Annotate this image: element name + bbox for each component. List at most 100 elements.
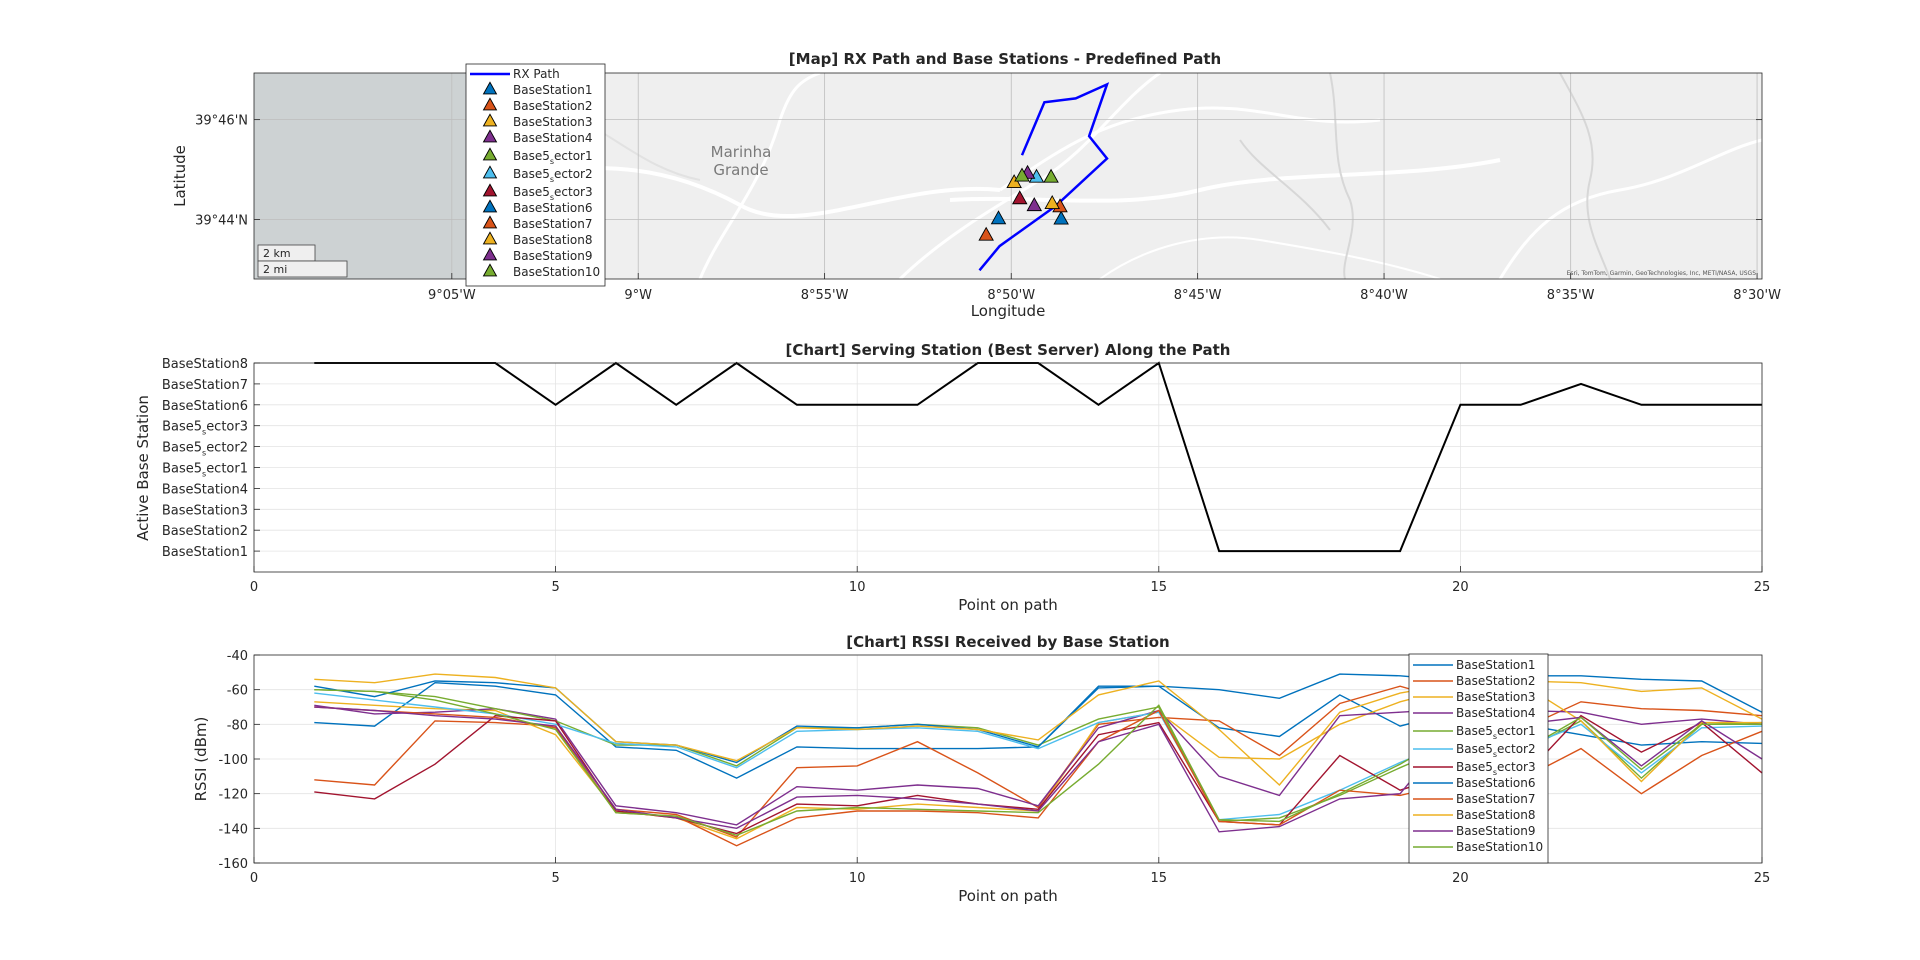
rssi-legend-label: Base5sector2: [1456, 742, 1536, 759]
base-station-marker: [1011, 190, 1028, 205]
rssi-legend-label: BaseStation7: [1456, 792, 1536, 806]
map-panel: [Map] RX Path and Base Stations - Predef…: [171, 50, 1781, 320]
map-xtick-label: 8°50'W: [987, 288, 1035, 303]
base-station-marker: [1043, 168, 1059, 183]
c1-xtick-label: 20: [1452, 580, 1469, 595]
rssi-legend: BaseStation1 BaseStation2 BaseStation3 Base…: [1408, 653, 1549, 864]
map-xtick-label: 8°55'W: [801, 288, 849, 303]
legend-triangle-swatch: [482, 113, 498, 127]
rssi-chart: [Chart] RSSI Received by Base Station 0 5…: [192, 633, 1770, 905]
base-station-marker: [978, 226, 994, 241]
legend-entry-label: BaseStation7: [513, 217, 593, 231]
map-city-label-line2: Grande: [713, 161, 768, 179]
rssi-legend-box: [1408, 653, 1549, 864]
legend-entry-label: BaseStation3: [513, 115, 593, 129]
base-station-marker: [1014, 167, 1030, 182]
c2-xtick-label: 20: [1452, 871, 1469, 886]
map-xtick-label: 8°45'W: [1174, 288, 1222, 303]
base-station-marker: [990, 210, 1007, 225]
legend-entry-label: BaseStation2: [513, 99, 593, 113]
map-tick-labels: 9°05'W 9°W 8°55'W 8°50'W 8°45'W 8°40'W 8°35'W 8…: [195, 114, 1781, 303]
c2-xtick-label: 25: [1754, 871, 1771, 886]
chart2-ylabel: RSSI (dBm): [192, 717, 210, 802]
map-xtick-label: 9°W: [624, 288, 652, 303]
legend-triangle-swatch: [482, 81, 498, 95]
rssi-legend-label: BaseStation10: [1456, 840, 1543, 854]
map-title: [Map] RX Path and Base Stations - Predef…: [789, 50, 1221, 68]
legend-entry-label: Base5sector2: [513, 167, 593, 184]
rssi-legend-label: BaseStation6: [1456, 776, 1536, 790]
rx-path-line: [978, 82, 1110, 272]
rssi-legend-label: Base5sector3: [1456, 760, 1536, 777]
scale-km-label: 2 km: [263, 247, 291, 260]
legend-entry-label: BaseStation4: [513, 131, 593, 145]
chart2-tick-labels: 0 5 10 15 20 25 -160 -140 -120 -100 -80 -60 -40: [218, 649, 1770, 886]
c1-ytick-label: BaseStation4: [162, 482, 248, 497]
map-xtick-label: 9°05'W: [428, 288, 476, 303]
legend-entry-label: BaseStation9: [513, 249, 593, 263]
c1-ytick-label: BaseStation8: [162, 357, 248, 372]
serving-station-chart: [Chart] Serving Station (Best Server) Al…: [134, 341, 1770, 614]
map-xtick-label: 8°40'W: [1360, 288, 1408, 303]
legend-entry-label: BaseStation10: [513, 265, 600, 279]
scale-mi-label: 2 mi: [263, 263, 287, 276]
c2-xtick-label: 0: [250, 871, 258, 886]
chart1-title: [Chart] Serving Station (Best Server) Al…: [786, 341, 1231, 359]
c2-ytick-label: -140: [218, 822, 248, 837]
rssi-legend-label: BaseStation8: [1456, 808, 1536, 822]
legend-triangle-swatch: [482, 183, 498, 197]
c1-xtick-label: 0: [250, 580, 258, 595]
legend-entry-label: RX Path: [513, 67, 560, 81]
c2-ytick-label: -40: [227, 649, 248, 664]
map-city-label-line1: Marinha: [711, 143, 772, 161]
c1-ytick-label: Base5sector2: [162, 441, 248, 458]
legend-triangle-swatch: [482, 165, 498, 179]
map-attribution: Esri, TomTom, Garmin, GeoTechnologies, I…: [1567, 270, 1757, 277]
rssi-legend-label: BaseStation4: [1456, 706, 1536, 720]
scale-bar: 2 km 2 mi: [257, 244, 348, 278]
base-station-markers: [978, 164, 1069, 241]
c1-ytick-label: BaseStation6: [162, 399, 248, 414]
legend-entry-label: Base5sector1: [513, 149, 593, 166]
chart1-xlabel: Point on path: [958, 596, 1058, 614]
legend-entry-label: BaseStation6: [513, 201, 593, 215]
map-xtick-label: 8°30'W: [1733, 288, 1781, 303]
map-ylabel: Latitude: [171, 145, 189, 207]
map-ytick-label: 39°44'N: [195, 214, 248, 229]
map-ytick-label: 39°46'N: [195, 114, 248, 129]
chart2-title: [Chart] RSSI Received by Base Station: [846, 633, 1169, 651]
map-xtick-label: 8°35'W: [1547, 288, 1595, 303]
c1-ytick-label: BaseStation3: [162, 503, 248, 518]
rssi-legend-label: BaseStation9: [1456, 824, 1536, 838]
base-station-marker: [1053, 210, 1069, 225]
c1-ytick-label: BaseStation2: [162, 524, 248, 539]
legend-triangle-swatch: [482, 147, 498, 161]
c2-ytick-label: -120: [218, 788, 248, 803]
c2-ytick-label: -160: [218, 857, 248, 872]
legend-entry-label: Base5sector3: [513, 185, 593, 202]
rssi-legend-label: Base5sector1: [1456, 724, 1536, 741]
c2-ytick-label: -60: [227, 684, 248, 699]
legend-entry-label: BaseStation1: [513, 83, 593, 97]
c2-xtick-label: 10: [849, 871, 866, 886]
c1-ytick-label: BaseStation1: [162, 545, 248, 560]
c1-xtick-label: 5: [551, 580, 559, 595]
rssi-legend-label: BaseStation2: [1456, 674, 1536, 688]
base-station-marker: [1026, 197, 1043, 212]
c2-xtick-label: 5: [551, 871, 559, 886]
map-frame: [253, 72, 1763, 280]
legend-entry-label: BaseStation8: [513, 233, 593, 247]
c2-xtick-label: 15: [1151, 871, 1168, 886]
legend-triangle-swatch: [482, 263, 498, 277]
c1-ytick-label: BaseStation7: [162, 378, 248, 393]
rssi-legend-label: BaseStation1: [1456, 658, 1536, 672]
c1-xtick-label: 10: [849, 580, 866, 595]
chart2-xlabel: Point on path: [958, 887, 1058, 905]
base-station-marker: [1044, 195, 1060, 209]
rssi-legend-label: BaseStation3: [1456, 690, 1536, 704]
chart1-ylabel: Active Base Station: [134, 395, 152, 541]
c1-xtick-label: 25: [1754, 580, 1771, 595]
c1-ytick-label: Base5sector3: [162, 420, 248, 437]
c1-ytick-label: Base5sector1: [162, 462, 248, 479]
